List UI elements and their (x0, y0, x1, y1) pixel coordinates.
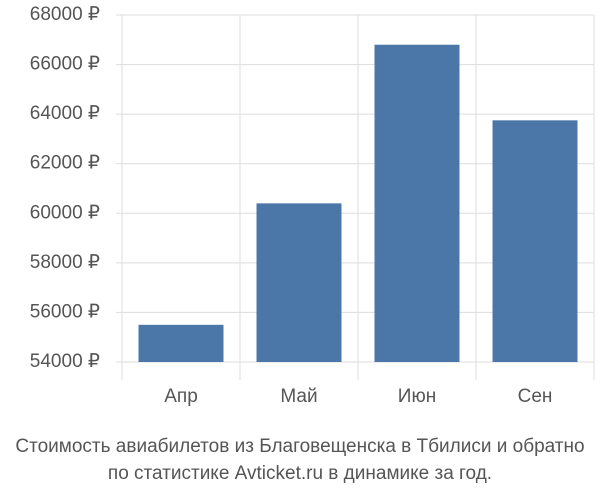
y-tick-label: 68000 ₽ (30, 4, 100, 25)
x-tick-label: Май (280, 386, 317, 407)
y-tick-label: 54000 ₽ (30, 351, 100, 372)
y-tick-label: 60000 ₽ (30, 202, 100, 223)
x-tick-label: Апр (164, 386, 198, 407)
y-tick-label: 66000 ₽ (30, 54, 100, 75)
chart-title: Стоимость авиабилетов из Благовещенска в… (15, 436, 584, 457)
bar (256, 203, 342, 362)
chart-subtitle: по статистике Avticket.ru в динамике за … (108, 463, 492, 484)
bar (138, 324, 224, 362)
bar (374, 44, 460, 362)
y-tick-label: 58000 ₽ (30, 252, 100, 273)
y-tick-label: 64000 ₽ (30, 103, 100, 124)
x-tick-label: Июн (398, 386, 436, 407)
x-tick-label: Сен (518, 386, 553, 407)
bar (492, 120, 578, 362)
y-tick-label: 56000 ₽ (30, 301, 100, 322)
y-tick-label: 62000 ₽ (30, 153, 100, 174)
